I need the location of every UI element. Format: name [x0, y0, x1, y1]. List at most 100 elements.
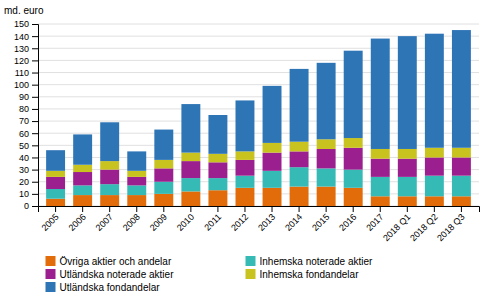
x-tick-mark	[55, 206, 56, 212]
x-tick-label: 2018 Q3	[435, 212, 466, 243]
legend-label: Utländska noterade aktier	[60, 269, 175, 280]
x-axis: 2005200620072008200920102011201220132014…	[39, 206, 480, 243]
x-tick: 2011	[202, 206, 223, 233]
legend-item: Utländska noterade aktier	[46, 269, 175, 280]
y-tick-mark	[32, 85, 38, 86]
y-tick-label: 150	[14, 19, 29, 29]
plot: 0102030405060708090100110120130140150200…	[14, 19, 480, 243]
legend-label: Inhemska noterade aktier	[260, 256, 374, 267]
y-tick-label: 10	[19, 189, 29, 199]
bar	[181, 191, 200, 206]
x-tick-mark	[380, 206, 381, 212]
y-tick-mark	[32, 194, 38, 195]
y-tick: 140	[14, 32, 38, 42]
y-tick-mark	[32, 60, 38, 61]
y-tick: 30	[19, 165, 38, 175]
bar	[208, 115, 227, 154]
grid-line	[38, 24, 479, 25]
x-tick-label: 2016	[337, 212, 358, 233]
bar	[181, 104, 200, 153]
bar	[290, 151, 309, 167]
bar	[154, 194, 173, 206]
bar	[236, 176, 255, 188]
y-tick-label: 110	[15, 68, 29, 78]
y-axis: 0102030405060708090100110120130140150	[14, 19, 39, 211]
y-tick-mark	[32, 36, 38, 37]
y-tick-label: 50	[19, 141, 29, 151]
y-tick-label: 140	[14, 32, 29, 42]
legend-swatch	[46, 282, 56, 292]
y-tick: 50	[19, 141, 38, 151]
y-tick: 10	[19, 189, 38, 199]
y-tick: 120	[14, 56, 38, 66]
x-tick-label: 2011	[202, 212, 223, 233]
bar	[263, 86, 282, 143]
bar	[127, 185, 146, 195]
y-tick-label: 70	[19, 116, 29, 126]
legend-item: Utländska fondandelar	[46, 282, 161, 293]
y-tick-mark	[32, 170, 38, 171]
x-tick: 2009	[148, 206, 169, 233]
legend-swatch	[246, 256, 256, 266]
bar	[73, 165, 92, 172]
y-tick-label: 40	[19, 153, 29, 163]
bar	[46, 177, 65, 189]
bar	[425, 176, 444, 197]
x-tick: 2007	[94, 206, 115, 233]
bar	[236, 160, 255, 176]
bar	[290, 167, 309, 186]
bar	[452, 148, 471, 158]
bar	[344, 170, 363, 188]
bar	[208, 190, 227, 206]
y-tick-label: 120	[14, 56, 29, 66]
legend: Övriga aktier och andelarInhemska notera…	[46, 256, 374, 293]
bar	[371, 177, 390, 196]
x-tick-label: 2017	[364, 212, 385, 233]
bar	[100, 184, 119, 195]
bar	[425, 157, 444, 175]
bar	[73, 134, 92, 164]
y-tick-label: 20	[19, 177, 29, 187]
bar	[398, 159, 417, 177]
bar	[46, 171, 65, 177]
y-tick: 130	[14, 44, 38, 54]
y-label: md. euro	[4, 5, 44, 16]
bar	[208, 154, 227, 162]
x-tick: 2018 Q1	[381, 206, 412, 243]
y-tick-mark	[32, 206, 38, 207]
x-tick: 2017	[364, 206, 385, 233]
x-tick-label: 2009	[148, 212, 169, 233]
x-tick-mark	[353, 206, 354, 212]
bar	[154, 168, 173, 181]
bar	[46, 150, 65, 171]
x-tick: 2012	[229, 206, 250, 233]
bar	[236, 100, 255, 151]
bar	[452, 196, 471, 206]
y-tick-label: 130	[14, 44, 29, 54]
x-tick-mark	[109, 206, 110, 212]
x-tick: 2008	[121, 206, 142, 233]
y-tick-mark	[32, 48, 38, 49]
y-tick-label: 80	[19, 104, 29, 114]
x-tick-label: 2012	[229, 212, 250, 233]
x-tick: 2010	[175, 206, 196, 233]
bar	[344, 138, 363, 148]
x-tick: 2015	[310, 206, 331, 233]
bar	[181, 161, 200, 178]
x-tick-mark	[163, 206, 164, 212]
y-tick-mark	[32, 73, 38, 74]
bar	[398, 196, 417, 206]
bars	[46, 30, 471, 206]
y-tick: 40	[19, 153, 38, 163]
x-tick-label: 2018 Q1	[381, 212, 412, 243]
y-tick-label: 30	[19, 165, 29, 175]
series	[46, 30, 471, 171]
bar	[100, 161, 119, 169]
x-tick: 2018 Q2	[408, 206, 439, 243]
bar	[317, 63, 336, 139]
x-tick-mark	[136, 206, 137, 212]
y-axis-line	[32, 25, 39, 207]
bar	[398, 149, 417, 159]
bar	[154, 160, 173, 168]
bar	[290, 187, 309, 206]
